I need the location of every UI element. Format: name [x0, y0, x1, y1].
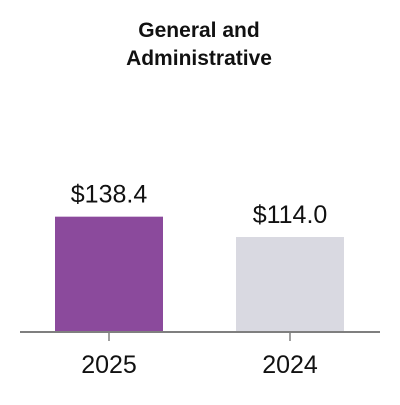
- bar-2024: [236, 237, 344, 332]
- bar-2025: [55, 216, 163, 332]
- labels-layer: $138.4 $114.0: [71, 181, 328, 229]
- x-tick-label-2025: 2025: [81, 351, 137, 379]
- x-axis: 2025 2024: [20, 331, 380, 379]
- bars-layer: [55, 216, 344, 332]
- chart-title-line-2: Administrative: [126, 47, 272, 70]
- data-label-2024: $114.0: [253, 201, 328, 229]
- data-label-2025: $138.4: [71, 181, 148, 209]
- chart-title-line-1: General and: [138, 19, 259, 42]
- x-tick-label-2024: 2024: [262, 351, 318, 379]
